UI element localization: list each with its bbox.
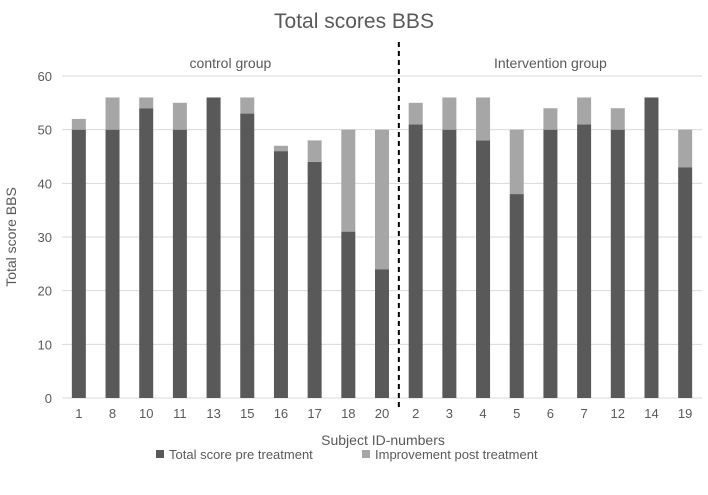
bar-segment: [341, 129, 356, 232]
bar-segment: [375, 269, 389, 398]
x-tick-label: 7: [580, 406, 587, 421]
x-tick-label: 17: [307, 406, 321, 421]
x-tick-label: 8: [109, 406, 116, 421]
group-label: control group: [190, 55, 272, 71]
bar-segment: [543, 129, 558, 398]
legend-swatch: [156, 450, 164, 458]
x-tick-label: 15: [240, 406, 254, 421]
x-tick-label: 2: [412, 406, 419, 421]
bar-segment: [307, 161, 322, 398]
legend-swatch: [362, 450, 370, 458]
group-label: Intervention group: [494, 55, 607, 71]
group-labels: control group Intervention group: [190, 55, 607, 71]
bar-segment: [476, 97, 491, 141]
x-tick-label: 3: [446, 406, 453, 421]
bar-segment: [307, 140, 322, 162]
bar-segment: [442, 97, 457, 130]
y-axis-ticks: 0 10 20 30 40 50 60: [38, 69, 52, 406]
bar-segment: [543, 108, 558, 130]
x-tick-label: 10: [139, 406, 153, 421]
x-tick-label: 11: [173, 406, 187, 421]
bar-segment: [240, 97, 255, 114]
legend-label: Improvement post treatment: [375, 447, 538, 462]
y-axis-label: Total score BBS: [3, 187, 19, 287]
bar-segment: [577, 124, 592, 399]
bar-segment: [273, 151, 288, 398]
bar-segment: [71, 129, 86, 398]
legend: Total score pre treatment Improvement pos…: [156, 447, 538, 462]
bar-segment: [408, 102, 423, 125]
bar-segment: [105, 97, 120, 130]
bar-segment: [509, 194, 524, 398]
x-tick-label: 1: [75, 406, 82, 421]
y-tick-label: 0: [45, 391, 52, 406]
x-tick-label: 5: [513, 406, 520, 421]
y-tick-label: 10: [38, 337, 52, 352]
x-tick-label: 19: [678, 406, 692, 421]
bar-segment: [577, 97, 592, 125]
x-tick-label: 14: [644, 406, 658, 421]
bar-segment: [172, 129, 187, 398]
x-tick-label: 12: [611, 406, 625, 421]
bar-segment: [71, 118, 86, 130]
bar-segment: [105, 129, 120, 398]
y-tick-label: 50: [38, 123, 52, 138]
legend-item: Improvement post treatment: [362, 447, 538, 462]
bar-segment: [139, 108, 154, 398]
y-tick-label: 60: [38, 69, 52, 84]
x-tick-label: 16: [274, 406, 288, 421]
bar-segment: [509, 129, 524, 195]
bar-segment: [678, 167, 693, 398]
bar-segment: [476, 140, 491, 398]
x-tick-label: 20: [375, 406, 389, 421]
x-tick-label: 4: [479, 406, 486, 421]
x-tick-label: 6: [547, 406, 554, 421]
chart-title: Total scores BBS: [274, 10, 434, 33]
y-tick-label: 20: [38, 284, 52, 299]
bar-segment: [610, 108, 625, 130]
bar-segment: [139, 97, 154, 109]
bar-segment: [678, 129, 693, 168]
x-axis-ticks: 1 8 10 11 13 15 16 17 18 20 2 3 4 5 6 7 12 14 19: [75, 406, 692, 421]
legend-item: Total score pre treatment: [156, 447, 313, 462]
bar-segment: [240, 113, 255, 399]
y-tick-label: 40: [38, 176, 52, 191]
bars: [71, 97, 693, 399]
bar-segment: [172, 102, 187, 130]
x-tick-label: 13: [206, 406, 220, 421]
bar-segment: [375, 129, 389, 270]
bar-segment: [341, 231, 356, 398]
bar-segment: [442, 129, 457, 398]
bar-segment: [644, 97, 659, 398]
x-axis-label: Subject ID-numbers: [321, 432, 445, 448]
x-tick-label: 18: [341, 406, 355, 421]
y-tick-label: 30: [38, 230, 52, 245]
bar-segment: [610, 129, 625, 398]
bar-segment: [273, 145, 288, 152]
legend-label: Total score pre treatment: [169, 447, 313, 462]
bar-segment: [206, 97, 221, 398]
bar-segment: [408, 124, 423, 399]
